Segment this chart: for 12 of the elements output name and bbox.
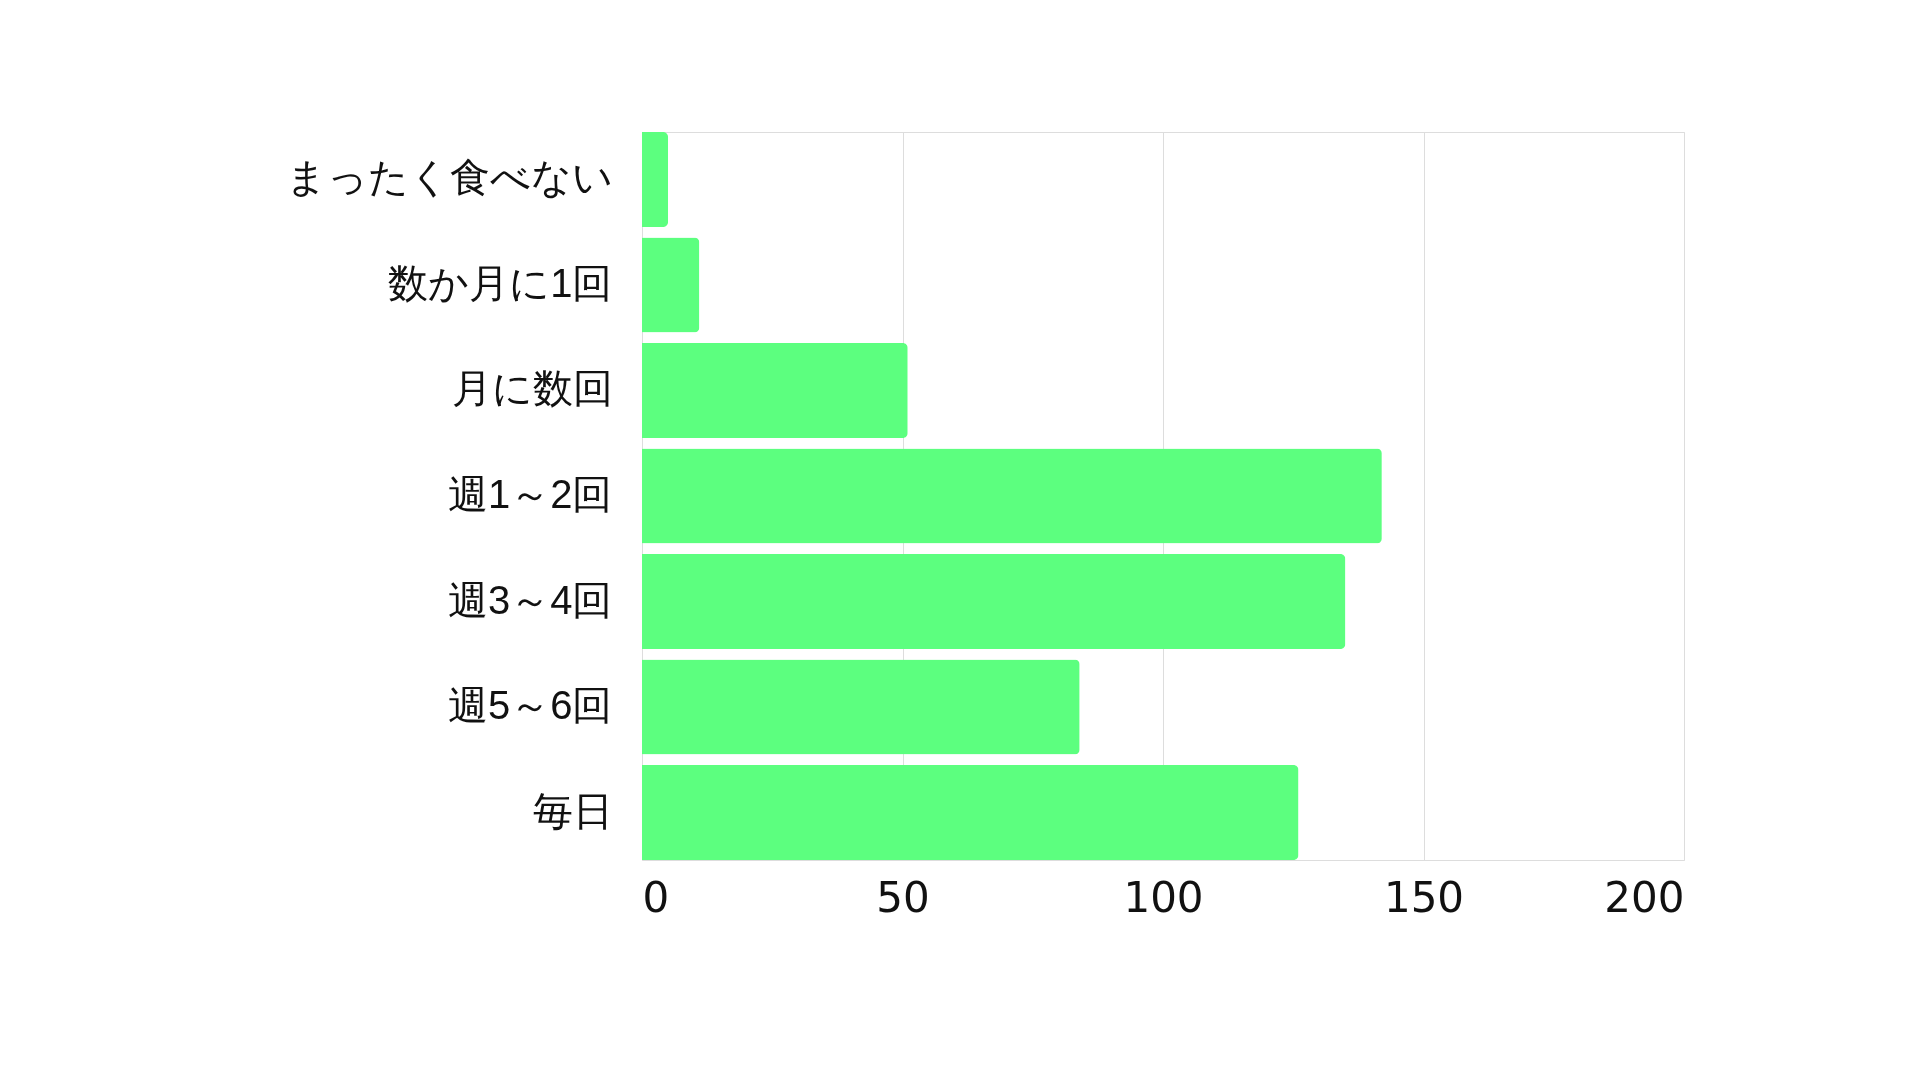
x-tick-label: 200 <box>1604 872 1685 922</box>
x-tick-label: 50 <box>876 872 930 922</box>
y-tick-label: まったく食べない <box>285 155 613 200</box>
y-tick-label: 数か月に1回 <box>388 260 613 305</box>
y-tick-label: 月に数回 <box>451 366 613 411</box>
x-tick-label: 0 <box>642 872 670 922</box>
y-tick-label: 週3～4回 <box>448 577 613 622</box>
y-tick-label: 週5～6回 <box>448 683 613 728</box>
x-tick-label: 150 <box>1383 872 1465 922</box>
x-tick-label: 100 <box>1123 872 1204 922</box>
y-tick-label: 毎日 <box>532 788 613 833</box>
y-tick-label: 週1～2回 <box>448 472 613 516</box>
